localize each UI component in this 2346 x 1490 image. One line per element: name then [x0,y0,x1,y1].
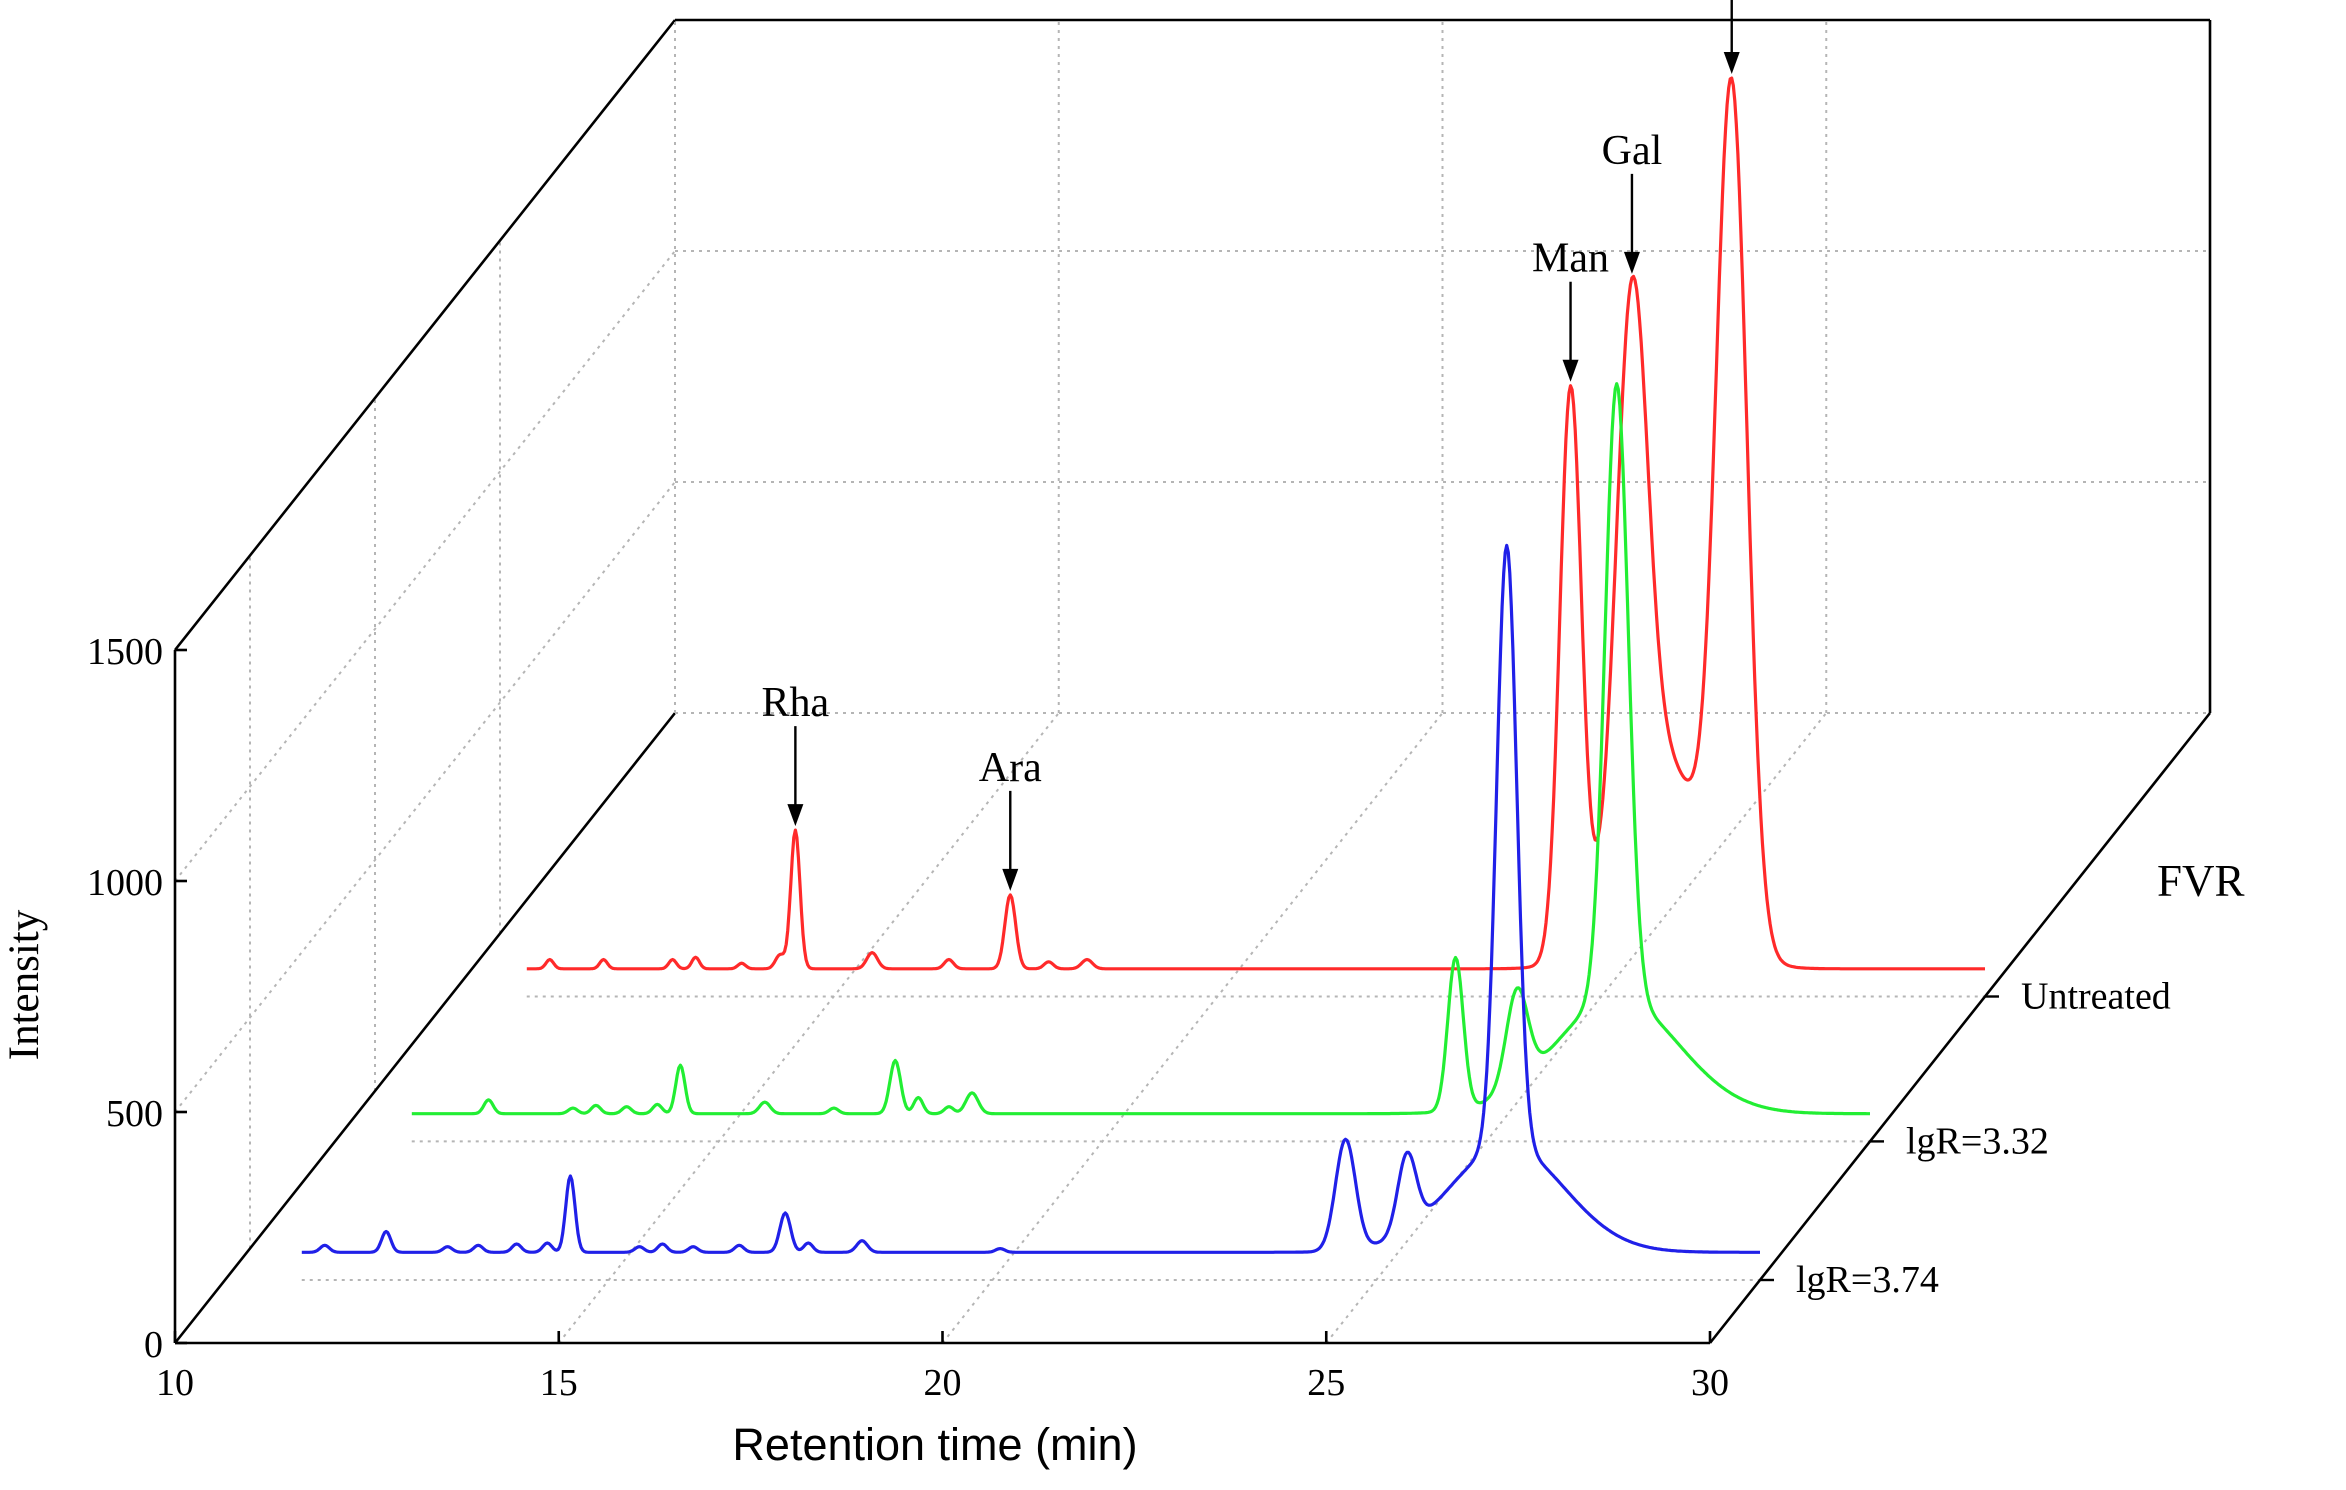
annotation-label: Man [1532,236,1609,282]
peak-annotations: RhaAraManGalGlu [762,0,1740,891]
y-tick-label: 1500 [87,631,163,673]
depth-edge-line [173,712,677,1344]
annotation-label: Ara [979,745,1042,791]
annotation-arrowhead [1002,868,1019,891]
grid-lines [174,20,2210,1344]
series-label: lgR=3.32 [1906,1120,2049,1162]
tick-labels: 10 15 20 25 30 0 500 1000 1500 Untreated lgR=3.32 l… [87,631,2171,1404]
x-tick-label: 25 [1307,1362,1345,1404]
depth-edge-line [1708,712,2212,1344]
axes-frame [173,18,2212,1345]
y-tick-label: 1000 [87,862,163,904]
series-group [301,76,1986,1254]
floor-gridline [1325,712,1828,1344]
series-label: Untreated [2021,976,2171,1018]
annotation-label: Rha [762,680,830,726]
y-tick-label: 0 [144,1324,163,1366]
floor-gridline [941,712,1444,1344]
floor-gridline [557,712,1060,1344]
series-label: lgR=3.74 [1796,1259,1939,1301]
top-edge-line [173,19,677,651]
annotation-arrowhead [787,804,804,827]
series-line [411,382,1871,1116]
annotation-arrowhead [1723,52,1740,75]
left-wall-gridline [174,250,676,882]
z-axis-title: FVR [2157,856,2245,906]
x-tick-label: 20 [924,1362,962,1404]
x-tick-label: 15 [540,1362,578,1404]
annotation-arrowhead [1623,251,1640,274]
series-line [301,543,1761,1254]
y-axis-title: Intensity [1,909,48,1060]
x-tick-label: 30 [1691,1362,1729,1404]
annotation-arrowhead [1562,359,1579,382]
left-wall-gridline [174,481,676,1113]
y-tick-label: 500 [106,1093,163,1135]
series-line [526,76,1986,971]
annotation-label: Gal [1602,128,1663,174]
x-axis-title: Retention time (min) [732,1419,1137,1470]
x-tick-label: 10 [156,1362,194,1404]
